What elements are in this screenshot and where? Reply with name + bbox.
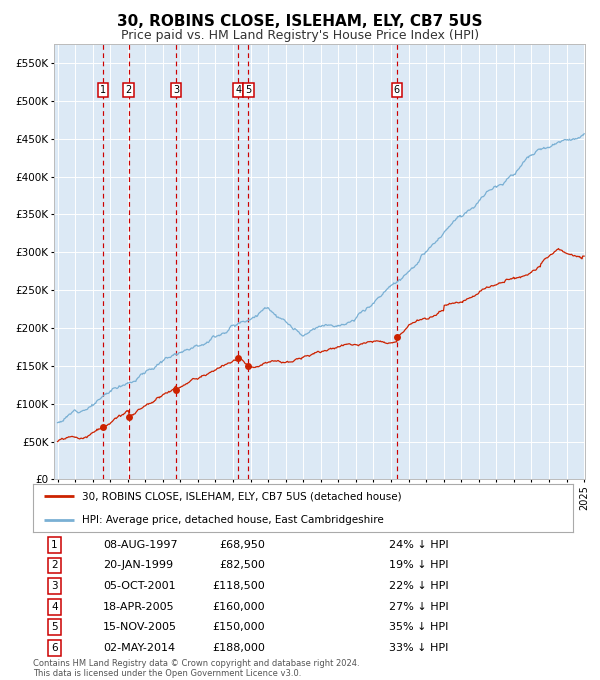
Text: 20-JAN-1999: 20-JAN-1999 (103, 560, 173, 571)
Text: 4: 4 (235, 85, 241, 95)
Text: HPI: Average price, detached house, East Cambridgeshire: HPI: Average price, detached house, East… (82, 515, 383, 525)
Text: £118,500: £118,500 (212, 581, 265, 591)
Text: 15-NOV-2005: 15-NOV-2005 (103, 622, 177, 632)
Text: £160,000: £160,000 (212, 602, 265, 612)
Text: 3: 3 (173, 85, 179, 95)
Text: 30, ROBINS CLOSE, ISLEHAM, ELY, CB7 5US: 30, ROBINS CLOSE, ISLEHAM, ELY, CB7 5US (117, 14, 483, 29)
Text: 24% ↓ HPI: 24% ↓ HPI (389, 540, 449, 550)
Text: 2: 2 (125, 85, 132, 95)
Text: 4: 4 (51, 602, 58, 612)
Text: 6: 6 (394, 85, 400, 95)
Text: 1: 1 (100, 85, 106, 95)
Text: 05-OCT-2001: 05-OCT-2001 (103, 581, 176, 591)
Text: 30, ROBINS CLOSE, ISLEHAM, ELY, CB7 5US (detached house): 30, ROBINS CLOSE, ISLEHAM, ELY, CB7 5US … (82, 491, 401, 501)
Text: 08-AUG-1997: 08-AUG-1997 (103, 540, 178, 550)
Text: £188,000: £188,000 (212, 643, 265, 653)
Text: Contains HM Land Registry data © Crown copyright and database right 2024.
This d: Contains HM Land Registry data © Crown c… (33, 658, 359, 678)
Text: Price paid vs. HM Land Registry's House Price Index (HPI): Price paid vs. HM Land Registry's House … (121, 29, 479, 41)
Text: £150,000: £150,000 (212, 622, 265, 632)
Text: 5: 5 (245, 85, 251, 95)
Text: 2: 2 (51, 560, 58, 571)
Text: 3: 3 (51, 581, 58, 591)
Text: 22% ↓ HPI: 22% ↓ HPI (389, 581, 449, 591)
Text: 18-APR-2005: 18-APR-2005 (103, 602, 175, 612)
Text: 27% ↓ HPI: 27% ↓ HPI (389, 602, 449, 612)
Text: 6: 6 (51, 643, 58, 653)
Text: £68,950: £68,950 (220, 540, 265, 550)
Text: £82,500: £82,500 (220, 560, 265, 571)
Text: 02-MAY-2014: 02-MAY-2014 (103, 643, 175, 653)
Text: 35% ↓ HPI: 35% ↓ HPI (389, 622, 449, 632)
Text: 33% ↓ HPI: 33% ↓ HPI (389, 643, 449, 653)
Text: 5: 5 (51, 622, 58, 632)
Text: 1: 1 (51, 540, 58, 550)
Text: 19% ↓ HPI: 19% ↓ HPI (389, 560, 449, 571)
